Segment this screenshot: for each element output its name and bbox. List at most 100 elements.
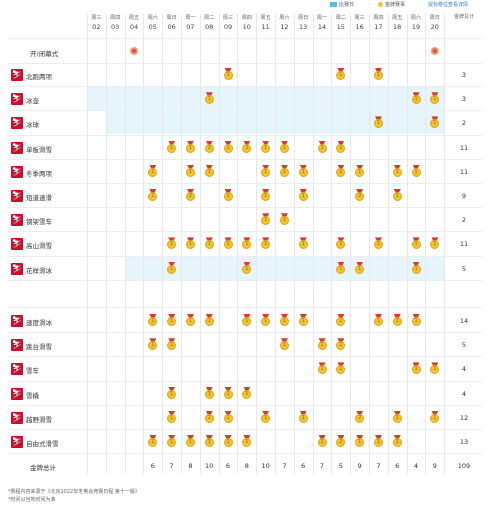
gold-medal-icon[interactable]: 1 [242,261,252,275]
gold-medal-icon[interactable]: 1 [298,410,308,424]
gold-medal-icon[interactable]: 1 [167,261,177,275]
gold-medal-icon[interactable]: 1 [280,140,289,154]
gold-medal-icon[interactable]: 1 [317,435,327,448]
gold-medal-icon[interactable]: 2 [242,140,252,154]
sport-name[interactable]: 自由式滑雪 [26,440,59,448]
sport-name[interactable]: 雪橇 [26,391,39,400]
gold-medal-icon[interactable]: 1 [411,314,421,327]
legend-hint-link[interactable]: 鼠标移位查看详情 [428,2,469,8]
gold-medal-icon[interactable]: 1 [280,164,289,178]
gold-medal-icon[interactable]: 1 [430,410,440,424]
gold-medal-icon[interactable]: 1 [355,164,365,178]
gold-medal-icon[interactable]: 2 [355,410,365,424]
gold-medal-icon[interactable]: 1 [223,237,233,250]
sport-name[interactable]: 速度滑冰 [26,319,52,327]
gold-medal-icon[interactable]: 1 [298,189,308,202]
legend-hover-hint[interactable]: 鼠标移位查看详情 [428,1,468,8]
gold-medal-icon[interactable]: 1 [148,314,158,327]
gold-medal-icon[interactable]: 1 [392,435,402,448]
gold-medal-icon[interactable]: 1 [186,314,195,327]
gold-medal-icon[interactable]: 1 [336,261,346,275]
gold-medal-icon[interactable]: 1 [204,435,214,448]
gold-medal-icon[interactable]: 1 [186,237,195,250]
gold-medal-icon[interactable]: 1 [336,338,346,351]
gold-medal-icon[interactable]: 1 [430,362,440,375]
gold-medal-icon[interactable]: 1 [336,237,346,250]
gold-medal-icon[interactable]: 1 [336,140,346,154]
gold-medal-icon[interactable]: 1 [374,116,383,129]
gold-medal-icon[interactable]: 2 [186,189,195,202]
gold-medal-icon[interactable]: 1 [186,435,195,448]
gold-medal-icon[interactable]: 1 [148,435,158,448]
gold-medal-icon[interactable]: 1 [204,386,214,400]
gold-medal-icon[interactable]: 2 [336,435,346,448]
gold-medal-icon[interactable]: 1 [261,314,271,327]
gold-medal-icon[interactable]: 1 [392,189,402,202]
sport-name[interactable]: 冰壶 [26,97,39,106]
gold-medal-icon[interactable]: 1 [186,140,195,154]
gold-medal-icon[interactable]: 1 [336,362,346,375]
gold-medal-icon[interactable]: 1 [167,237,177,250]
gold-medal-icon[interactable]: 1 [223,410,233,424]
gold-medal-icon[interactable]: 1 [148,338,158,351]
gold-medal-icon[interactable]: 1 [298,164,308,178]
gold-medal-icon[interactable]: 1 [430,92,440,105]
gold-medal-icon[interactable]: 1 [148,189,158,202]
gold-medal-icon[interactable]: 1 [261,410,271,424]
gold-medal-icon[interactable]: 2 [336,314,346,327]
gold-medal-icon[interactable]: 1 [392,314,402,327]
gold-medal-icon[interactable]: 1 [411,261,421,275]
gold-medal-icon[interactable]: 1 [242,435,252,448]
gold-medal-icon[interactable]: 1 [355,435,365,448]
sport-name[interactable]: 单板滑雪 [26,145,52,154]
gold-medal-icon[interactable]: 1 [392,164,402,178]
gold-medal-icon[interactable]: 1 [280,314,289,327]
gold-medal-icon[interactable]: 1 [223,68,233,81]
gold-medal-icon[interactable]: 1 [204,92,214,105]
gold-medal-icon[interactable]: 1 [317,362,327,375]
sport-name[interactable]: 北跑两项 [26,73,52,81]
gold-medal-icon[interactable]: 1 [242,237,252,250]
gold-medal-icon[interactable]: 1 [167,435,177,448]
gold-medal-icon[interactable]: 1 [355,261,365,275]
gold-medal-icon[interactable]: 1 [430,116,440,129]
gold-medal-icon[interactable]: 1 [336,68,346,81]
gold-medal-icon[interactable]: 1 [317,140,327,154]
gold-medal-icon[interactable]: 1 [223,386,233,400]
gold-medal-icon[interactable]: 1 [242,314,252,327]
sport-name[interactable]: 越野滑雪 [26,415,52,424]
gold-medal-icon[interactable]: 1 [298,314,308,327]
gold-medal-icon[interactable]: 1 [280,213,289,226]
sport-name[interactable]: 冰球 [26,121,39,130]
gold-medal-icon[interactable]: 1 [261,213,271,226]
gold-medal-icon[interactable]: 1 [317,338,327,351]
gold-medal-icon[interactable]: 1 [223,140,233,154]
gold-medal-icon[interactable]: 1 [280,338,289,351]
sport-name[interactable]: 高山滑雪 [26,242,52,251]
gold-medal-icon[interactable]: 1 [392,410,402,424]
gold-medal-icon[interactable]: 1 [374,68,383,81]
gold-medal-icon[interactable]: 1 [298,237,308,250]
gold-medal-icon[interactable]: 1 [167,140,177,154]
sport-name[interactable]: 花样滑冰 [26,266,52,275]
gold-medal-icon[interactable]: 2 [204,410,214,424]
gold-medal-icon[interactable]: 1 [204,314,214,327]
gold-medal-icon[interactable]: 1 [223,189,233,202]
sport-name[interactable]: 冬季两项 [26,169,52,178]
sport-name[interactable]: 跳台滑雪 [26,343,52,352]
gold-medal-icon[interactable]: 1 [167,338,177,351]
gold-medal-icon[interactable]: 1 [167,386,177,400]
sport-name[interactable]: 短道速滑 [26,194,52,202]
gold-medal-icon[interactable]: 1 [411,92,421,105]
gold-medal-icon[interactable]: 1 [167,410,177,424]
gold-medal-icon[interactable]: 1 [261,237,271,250]
gold-medal-icon[interactable]: 2 [204,140,214,154]
gold-medal-icon[interactable]: 1 [336,164,346,178]
sport-name[interactable]: 钢架雪车 [26,218,52,227]
gold-medal-icon[interactable]: 1 [148,164,158,178]
gold-medal-icon[interactable]: 1 [223,435,233,448]
gold-medal-icon[interactable]: 2 [355,189,365,202]
gold-medal-icon[interactable]: 1 [411,362,421,375]
gold-medal-icon[interactable]: 1 [374,237,383,250]
gold-medal-icon[interactable]: 1 [261,164,271,178]
